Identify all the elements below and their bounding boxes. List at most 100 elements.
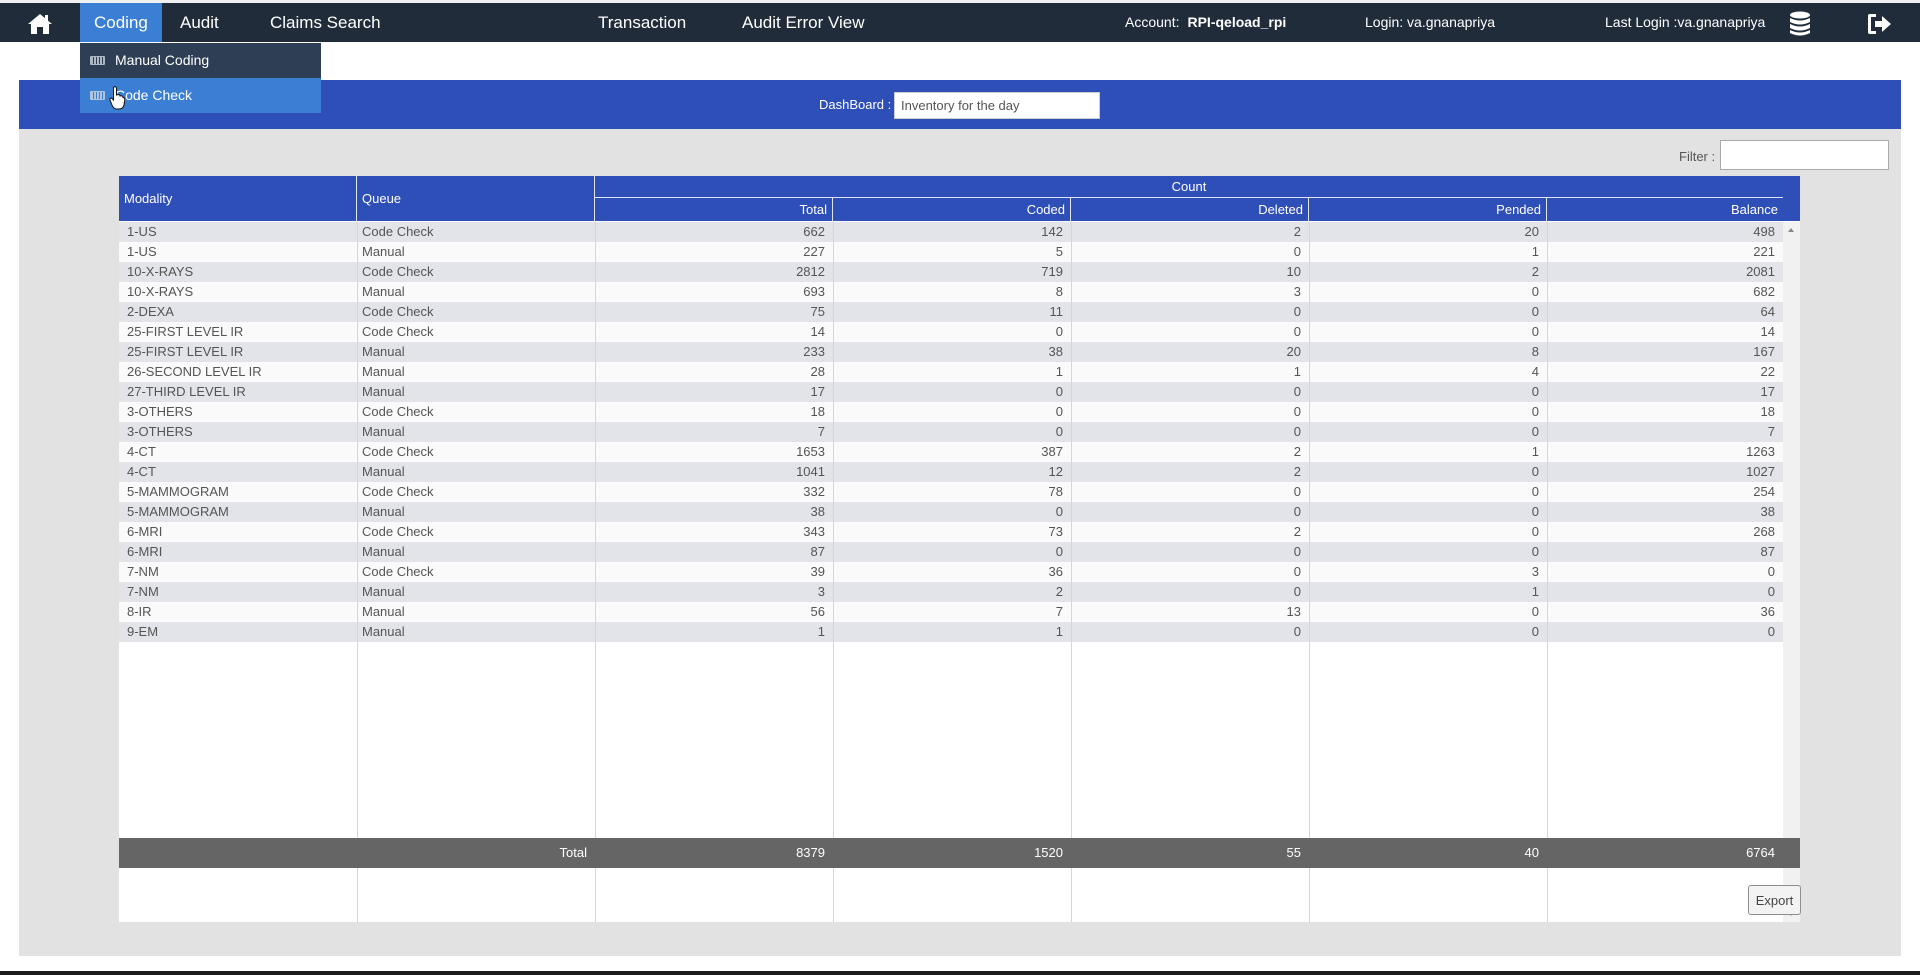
cell-queue: Manual <box>362 284 405 299</box>
table-row[interactable]: 25-FIRST LEVEL IR Code Check 14 0 0 0 14 <box>119 322 1783 342</box>
login-info: Login: va.gnanapriya <box>1365 14 1495 30</box>
nav-coding[interactable]: Coding <box>80 3 162 42</box>
cell-coded: 36 <box>1048 564 1063 579</box>
table-row[interactable]: 27-THIRD LEVEL IR Manual 17 0 0 0 17 <box>119 382 1783 402</box>
table-row[interactable]: 4-CT Manual 1041 12 2 0 1027 <box>119 462 1783 482</box>
totals-coded: 1520 <box>1034 845 1063 860</box>
cell-coded: 0 <box>1055 324 1063 339</box>
cell-coded: 1 <box>1055 624 1063 639</box>
scroll-up-icon[interactable] <box>1788 228 1794 232</box>
column-header-queue[interactable]: Queue <box>357 176 595 221</box>
dashboard-label: DashBoard : <box>819 97 892 112</box>
cell-pended: 3 <box>1531 564 1539 579</box>
cell-pended: 1 <box>1531 244 1539 259</box>
table-row[interactable]: 4-CT Code Check 1653 387 2 1 1263 <box>119 442 1783 462</box>
table-row[interactable]: 3-OTHERS Code Check 18 0 0 0 18 <box>119 402 1783 422</box>
cell-pended: 1 <box>1531 584 1539 599</box>
cell-deleted: 0 <box>1293 424 1301 439</box>
cell-modality: 8-IR <box>127 604 152 619</box>
column-header-deleted[interactable]: Deleted <box>1071 198 1309 221</box>
cell-pended: 0 <box>1531 304 1539 319</box>
column-divider <box>1547 222 1548 922</box>
table-row[interactable]: 7-NM Manual 3 2 0 1 0 <box>119 582 1783 602</box>
table-row[interactable]: 5-MAMMOGRAM Code Check 332 78 0 0 254 <box>119 482 1783 502</box>
column-header-total[interactable]: Total <box>595 198 833 221</box>
cell-total: 28 <box>810 364 825 379</box>
table-row[interactable]: 10-X-RAYS Code Check 2812 719 10 2 2081 <box>119 262 1783 282</box>
cell-deleted: 2 <box>1293 524 1301 539</box>
cell-balance: 38 <box>1760 504 1775 519</box>
table-row[interactable]: 3-OTHERS Manual 7 0 0 0 7 <box>119 422 1783 442</box>
cell-coded: 38 <box>1048 344 1063 359</box>
cell-balance: 167 <box>1753 344 1775 359</box>
cell-deleted: 3 <box>1293 284 1301 299</box>
database-icon[interactable] <box>1788 11 1812 37</box>
column-header-modality[interactable]: Modality <box>119 176 357 221</box>
table-row[interactable]: 9-EM Manual 1 1 0 0 0 <box>119 622 1783 642</box>
cell-deleted: 13 <box>1286 604 1301 619</box>
cell-coded: 78 <box>1048 484 1063 499</box>
table-row[interactable]: 1-US Manual 227 5 0 1 221 <box>119 242 1783 262</box>
column-header-coded[interactable]: Coded <box>833 198 1071 221</box>
export-button[interactable]: Export <box>1748 885 1801 915</box>
table-row[interactable]: 5-MAMMOGRAM Manual 38 0 0 0 38 <box>119 502 1783 522</box>
cell-deleted: 0 <box>1293 544 1301 559</box>
cell-total: 39 <box>810 564 825 579</box>
menu-item-manual-coding[interactable]: Manual Coding <box>80 43 321 78</box>
dashboard-select[interactable] <box>894 92 1100 119</box>
table-row[interactable]: 25-FIRST LEVEL IR Manual 233 38 20 8 167 <box>119 342 1783 362</box>
last-login-info: Last Login :va.gnanapriya <box>1605 14 1766 30</box>
cell-balance: 7 <box>1767 424 1775 439</box>
column-header-pended[interactable]: Pended <box>1309 198 1547 221</box>
cell-deleted: 0 <box>1293 624 1301 639</box>
cell-queue: Manual <box>362 424 405 439</box>
cell-balance: 36 <box>1760 604 1775 619</box>
cell-queue: Manual <box>362 604 405 619</box>
account-value: RPI-qeload_rpi <box>1187 14 1287 30</box>
nav-audit-error-view[interactable]: Audit Error View <box>742 13 865 32</box>
table-row[interactable]: 26-SECOND LEVEL IR Manual 28 1 1 4 22 <box>119 362 1783 382</box>
cell-pended: 0 <box>1531 544 1539 559</box>
cell-balance: 2081 <box>1746 264 1775 279</box>
cell-queue: Code Check <box>362 224 434 239</box>
cell-coded: 2 <box>1055 584 1063 599</box>
cell-queue: Manual <box>362 344 405 359</box>
table-row[interactable]: 2-DEXA Code Check 75 11 0 0 64 <box>119 302 1783 322</box>
cell-queue: Code Check <box>362 484 434 499</box>
cell-total: 332 <box>803 484 825 499</box>
nav-transaction[interactable]: Transaction <box>598 13 687 32</box>
table-scrollbar[interactable] <box>1783 222 1800 922</box>
cell-modality: 3-OTHERS <box>127 424 193 439</box>
table-row[interactable]: 7-NM Code Check 39 36 0 3 0 <box>119 562 1783 582</box>
cell-pended: 0 <box>1531 404 1539 419</box>
cell-modality: 26-SECOND LEVEL IR <box>127 364 262 379</box>
cell-deleted: 10 <box>1286 264 1301 279</box>
table-row[interactable]: 1-US Code Check 662 142 2 20 498 <box>119 222 1783 242</box>
cell-pended: 0 <box>1531 504 1539 519</box>
cell-balance: 498 <box>1753 224 1775 239</box>
logout-icon[interactable] <box>1866 13 1892 35</box>
cell-queue: Manual <box>362 384 405 399</box>
cell-deleted: 0 <box>1293 584 1301 599</box>
home-icon[interactable] <box>26 12 54 36</box>
cell-deleted: 2 <box>1293 464 1301 479</box>
cell-modality: 9-EM <box>127 624 159 639</box>
cell-total: 3 <box>817 584 825 599</box>
table-row[interactable]: 6-MRI Code Check 343 73 2 0 268 <box>119 522 1783 542</box>
cell-modality: 7-NM <box>127 584 159 599</box>
cell-modality: 4-CT <box>127 444 156 459</box>
table-row[interactable]: 8-IR Manual 56 7 13 0 36 <box>119 602 1783 622</box>
cell-modality: 6-MRI <box>127 524 163 539</box>
totals-label: Total <box>559 845 587 860</box>
nav-claims-search[interactable]: Claims Search <box>270 13 381 32</box>
filter-input[interactable] <box>1720 140 1889 170</box>
column-divider <box>833 222 834 922</box>
column-header-balance[interactable]: Balance <box>1731 202 1778 217</box>
cell-queue: Manual <box>362 584 405 599</box>
cell-modality: 5-MAMMOGRAM <box>127 484 229 499</box>
table-row[interactable]: 10-X-RAYS Manual 693 8 3 0 682 <box>119 282 1783 302</box>
cell-coded: 7 <box>1055 604 1063 619</box>
nav-audit[interactable]: Audit <box>180 13 219 32</box>
table-row[interactable]: 6-MRI Manual 87 0 0 0 87 <box>119 542 1783 562</box>
cell-total: 38 <box>810 504 825 519</box>
